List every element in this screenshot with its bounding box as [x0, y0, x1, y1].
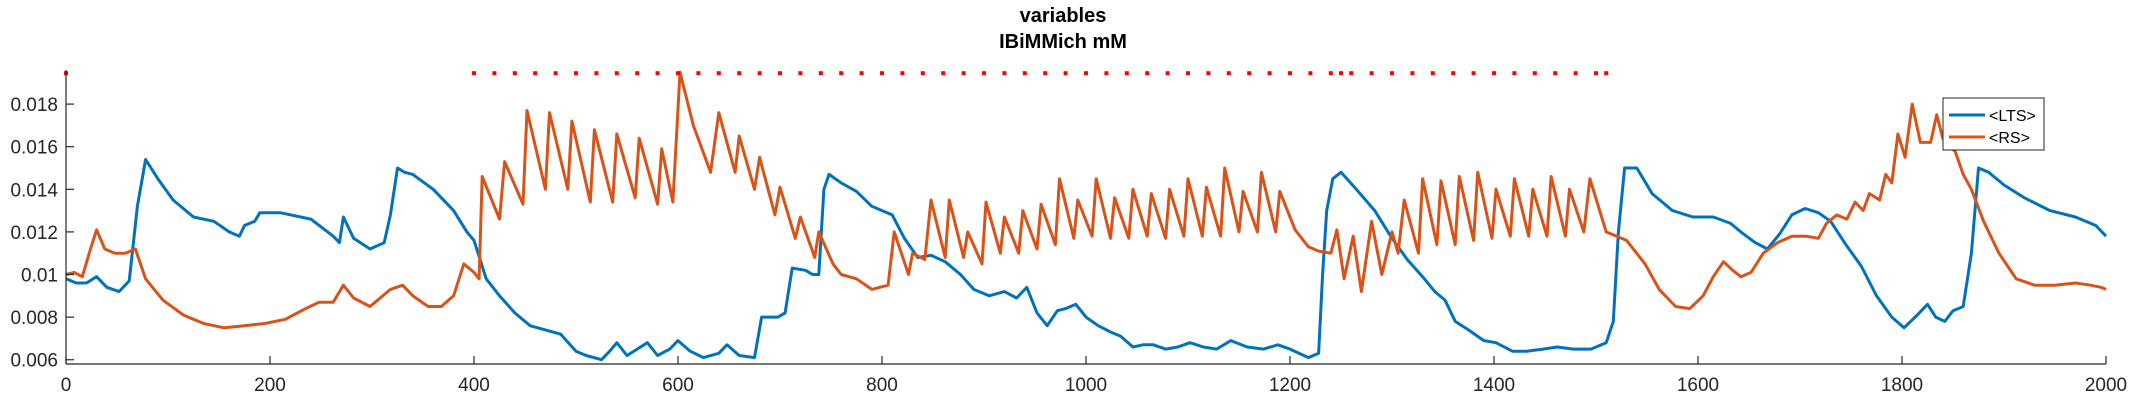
legend-label-lts: <LTS>: [1989, 108, 2036, 125]
stimulus-marker: [1573, 71, 1578, 76]
stimulus-marker: [1186, 71, 1190, 76]
stimulus-marker: [512, 71, 517, 76]
x-ticks: 0 200 400 600 800 1000 1200 1400 1600 1800 2000: [61, 356, 2127, 396]
stimulus-marker: [818, 71, 823, 76]
y-tick-label: 0.006: [10, 351, 58, 372]
stimulus-marker: [655, 71, 660, 76]
x-tick-label: 1000: [1065, 375, 1107, 396]
stimulus-marker: [1430, 71, 1435, 76]
stimulus-marker: [900, 71, 905, 76]
stimulus-marker: [1247, 71, 1252, 76]
stimulus-marker: [757, 71, 762, 76]
stimulus-marker: [1410, 71, 1415, 76]
stimulus-marker: [1451, 71, 1456, 76]
y-tick-label: 0.016: [10, 138, 58, 159]
y-tick-label: 0.018: [10, 95, 58, 116]
stimulus-marker: [574, 71, 578, 76]
legend-label-rs: <RS>: [1989, 130, 2030, 147]
series-layer: [65, 70, 2108, 362]
x-tick-label: 2000: [2085, 375, 2127, 396]
y-tick-label: 0.014: [10, 180, 58, 201]
x-tick-label: 1600: [1677, 375, 1719, 396]
x-tick-label: 0: [61, 375, 72, 396]
stimulus-marker: [1226, 71, 1231, 76]
stimulus-marker: [594, 71, 599, 76]
y-ticks: 0.006 0.008 0.01 0.012 0.014 0.016 0.018: [10, 95, 74, 372]
stimulus-marker: [1022, 71, 1027, 76]
stimulus-marker: [1206, 71, 1211, 76]
x-tick-label: 1400: [1473, 375, 1515, 396]
stimulus-marker: [1369, 71, 1374, 76]
stimulus-marker: [1512, 71, 1517, 76]
stimulus-marker: [1390, 71, 1394, 76]
x-tick-label: 1800: [1881, 375, 1923, 396]
y-tick-label: 0.01: [21, 266, 58, 287]
y-tick-label: 0.012: [10, 223, 58, 244]
stimulus-marker: [798, 71, 803, 76]
stimulus-markers: [64, 71, 1609, 76]
stimulus-marker: [859, 71, 864, 76]
stimulus-marker: [553, 71, 558, 76]
series-line-lts: [65, 158, 2108, 362]
stimulus-marker: [982, 71, 986, 76]
stimulus-marker: [1165, 71, 1170, 76]
stimulus-marker: [533, 71, 538, 76]
x-tick-label: 400: [458, 375, 490, 396]
stimulus-marker: [1267, 71, 1272, 76]
stimulus-marker: [1532, 71, 1537, 76]
stimulus-marker: [1145, 71, 1150, 76]
stimulus-marker: [1604, 71, 1609, 76]
stimulus-marker: [961, 71, 966, 76]
x-tick-label: 200: [254, 375, 286, 396]
stimulus-marker: [696, 71, 701, 76]
stimulus-marker: [941, 71, 946, 76]
stimulus-marker: [635, 71, 640, 76]
stimulus-marker: [614, 71, 619, 76]
x-tick-label: 1200: [1269, 375, 1311, 396]
stimulus-marker: [716, 71, 721, 76]
x-tick-label: 600: [662, 375, 694, 396]
stimulus-marker: [1308, 71, 1313, 76]
stimulus-marker: [920, 71, 925, 76]
stimulus-marker: [1288, 71, 1292, 76]
stimulus-marker: [778, 71, 782, 76]
stimulus-marker: [1471, 71, 1476, 76]
stimulus-marker: [1002, 71, 1007, 76]
stimulus-marker: [1553, 71, 1558, 76]
chart-title: variables: [1020, 5, 1107, 27]
stimulus-marker: [839, 71, 844, 76]
stimulus-marker: [1124, 71, 1129, 76]
stimulus-marker: [1349, 71, 1354, 76]
stimulus-marker: [1339, 71, 1343, 76]
chart-subtitle: IBiMMich mM: [999, 31, 1127, 53]
stimulus-marker: [1492, 71, 1496, 76]
stimulus-marker: [472, 71, 476, 76]
stimulus-marker: [1594, 71, 1598, 76]
stimulus-marker: [492, 71, 497, 76]
stimulus-marker: [1084, 71, 1088, 76]
stimulus-marker: [1043, 71, 1048, 76]
legend: <LTS> <RS>: [1942, 97, 2045, 151]
stimulus-marker: [1328, 71, 1333, 76]
series-line-rs: [65, 70, 2107, 330]
stimulus-marker: [880, 71, 884, 76]
y-tick-label: 0.008: [10, 308, 58, 329]
stimulus-marker: [1104, 71, 1109, 76]
stimulus-marker: [676, 71, 680, 76]
legend-box: [1942, 97, 2045, 151]
stimulus-marker: [1063, 71, 1068, 76]
x-tick-label: 800: [866, 375, 898, 396]
stimulus-marker: [737, 71, 742, 76]
